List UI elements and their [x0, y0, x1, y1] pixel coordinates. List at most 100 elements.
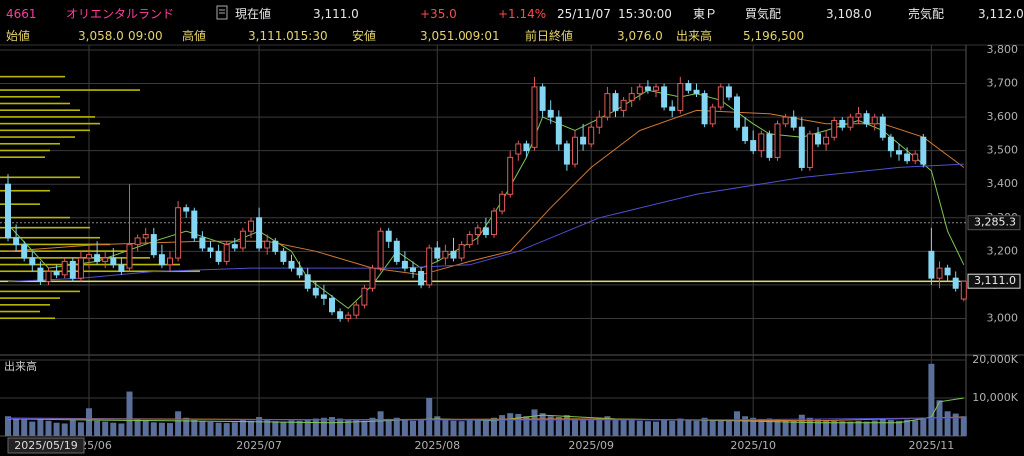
- y-tick-label: 10,000K: [972, 391, 1018, 404]
- candle-body: [847, 116, 854, 128]
- volume-bar: [798, 414, 805, 436]
- volume-profile-bar: [0, 297, 60, 299]
- prev-close-label: 前日終値: [525, 29, 574, 43]
- volume-bar: [191, 418, 198, 436]
- volume-bar: [199, 420, 206, 436]
- volume-bar: [53, 422, 60, 436]
- volume-bar: [580, 419, 587, 436]
- volume-bar: [61, 423, 68, 436]
- y-tick-label: 3,500: [987, 144, 1019, 157]
- candle-body: [742, 126, 749, 142]
- volume-bar: [474, 419, 481, 436]
- volume-bar: [29, 421, 36, 436]
- candle-body: [944, 267, 951, 276]
- candle-body: [320, 294, 327, 299]
- candle-body: [499, 193, 506, 212]
- volume-bar: [896, 420, 902, 436]
- candle-body: [507, 156, 514, 195]
- low: 3,051.0: [420, 29, 466, 43]
- volume-bar: [264, 420, 271, 436]
- volume-bar: [628, 420, 635, 436]
- volume-bar: [555, 417, 562, 436]
- change: +35.0: [420, 7, 457, 21]
- candle-body: [952, 277, 959, 289]
- candle-body: [329, 297, 335, 313]
- price: 3,111.0: [313, 7, 359, 21]
- volume-profile-bar: [0, 189, 50, 192]
- volume-bar: [547, 416, 554, 436]
- volume-profile-bar: [0, 156, 45, 158]
- candle-body: [231, 244, 238, 249]
- candle-body: [879, 116, 886, 138]
- candle-body: [207, 247, 214, 252]
- candle-body: [377, 230, 384, 269]
- volume-bar: [110, 422, 117, 436]
- candle-body: [239, 230, 246, 249]
- volume-bar: [653, 421, 659, 436]
- volume-bar: [831, 420, 838, 436]
- candle-body: [644, 86, 651, 91]
- candle-body: [693, 89, 700, 95]
- volume-bar: [288, 420, 295, 436]
- volume-bar: [248, 420, 254, 436]
- volume-bar: [377, 411, 384, 436]
- volume-bar: [960, 416, 967, 436]
- candle-body: [45, 270, 52, 283]
- volume-bar: [823, 420, 830, 436]
- candle-body: [13, 237, 20, 246]
- candle-body: [288, 260, 295, 269]
- volume-bar: [507, 413, 514, 436]
- price-label: 現在値: [235, 7, 272, 21]
- volume-bar: [661, 420, 668, 436]
- volume-bar: [604, 416, 611, 436]
- candle-body: [588, 126, 595, 145]
- candle-body: [839, 119, 846, 128]
- stock-code: 4661: [6, 7, 37, 21]
- volume-profile-bar: [0, 257, 150, 259]
- candle-body: [547, 109, 554, 118]
- candle-body: [782, 116, 789, 125]
- cursor-label: 2025/05/19: [14, 439, 77, 452]
- volume-bar: [69, 420, 76, 436]
- candle-body: [523, 143, 530, 152]
- volume-profile-bar: [0, 270, 200, 273]
- candle-body: [717, 86, 724, 108]
- volume-bar: [256, 417, 263, 436]
- candle-body: [175, 207, 182, 259]
- candle-body: [912, 153, 919, 162]
- cursor-label-box: [7, 437, 85, 454]
- candle-body: [790, 116, 797, 128]
- volume-bar: [620, 419, 627, 436]
- candle-body: [353, 304, 360, 316]
- volume-bar: [482, 418, 489, 436]
- volume-bar: [612, 418, 619, 436]
- candle-body: [806, 133, 813, 168]
- candle-body: [418, 270, 425, 286]
- candle-body: [29, 257, 36, 266]
- y-tick-label: 3,400: [987, 177, 1019, 190]
- candle-body: [53, 270, 60, 276]
- candle-body: [855, 113, 862, 118]
- candle-body: [134, 237, 141, 246]
- candle-body: [110, 257, 117, 266]
- volume-bar: [167, 423, 173, 436]
- volume-bar: [304, 419, 311, 436]
- volume-bar: [215, 422, 222, 436]
- volume-bar: [709, 419, 716, 436]
- volume-bar: [491, 417, 497, 436]
- x-tick-label: 2025/09: [568, 439, 614, 452]
- volume-profile-bar: [0, 236, 100, 239]
- candle-body: [21, 244, 28, 259]
- high-time: 15:30: [293, 29, 328, 43]
- candle-body: [774, 123, 781, 158]
- moving-average: [7, 163, 964, 282]
- detail-icon[interactable]: [216, 5, 228, 20]
- volume-profile-bar: [0, 149, 50, 152]
- candle-body: [661, 86, 668, 108]
- candle-body: [604, 93, 611, 118]
- volume-bar: [320, 417, 327, 436]
- candle-body: [823, 136, 830, 145]
- candle-body: [628, 93, 635, 101]
- volume-bar: [158, 422, 165, 436]
